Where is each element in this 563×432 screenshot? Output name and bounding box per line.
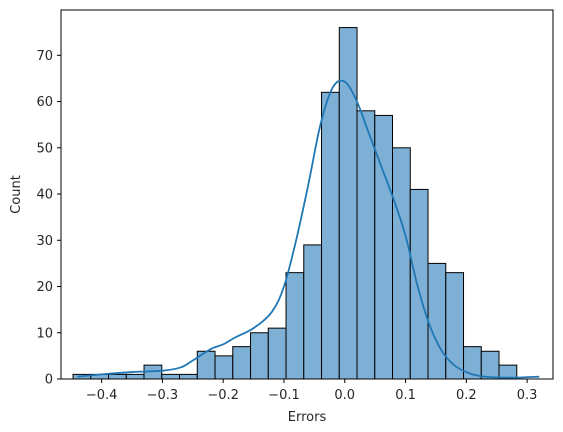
histogram-bar [356, 110, 376, 380]
x-tick-label: −0.4 [86, 388, 118, 403]
y-tick-label: 0 [45, 373, 53, 388]
y-tick-label: 60 [36, 95, 53, 110]
y-axis-ticks: 0 10 20 30 40 50 60 70 [36, 49, 61, 388]
histogram-bar [392, 147, 411, 380]
y-tick-label: 30 [36, 234, 53, 249]
y-tick-label: 20 [36, 280, 53, 295]
histogram-bar [214, 355, 234, 380]
x-axis-ticks: −0.4 −0.3 −0.2 −0.1 0.0 0.1 0.2 0.3 [86, 379, 538, 403]
x-tick-label: −0.2 [207, 388, 239, 403]
histogram-bar [321, 91, 340, 380]
x-tick-label: 0.3 [517, 388, 538, 403]
x-tick-label: −0.3 [147, 388, 179, 403]
histogram-bar [445, 272, 465, 380]
y-tick-label: 70 [36, 49, 53, 64]
y-tick-label: 10 [36, 326, 53, 341]
histogram-bar [285, 272, 305, 380]
histogram-bar [179, 373, 198, 380]
y-axis-label: Count [9, 175, 24, 214]
histogram-bar [409, 188, 429, 380]
y-tick-label: 40 [36, 188, 53, 203]
x-tick-label: −0.1 [268, 388, 300, 403]
histogram-bar [267, 327, 287, 380]
histogram-bar [480, 350, 500, 380]
x-tick-label: 0.2 [456, 388, 477, 403]
histogram-bar [161, 373, 181, 380]
histogram-bar [303, 244, 323, 380]
histogram-bar [232, 346, 252, 380]
y-tick-label: 50 [36, 141, 53, 156]
x-axis-label: Errors [288, 410, 327, 425]
x-tick-label: 0.1 [395, 388, 416, 403]
histogram-bar [427, 262, 447, 380]
axes-group: −0.4 −0.3 −0.2 −0.1 0.0 0.1 0.2 0.3 0 10 20 30 40 50… [36, 9, 554, 403]
plot-frame [60, 9, 554, 380]
histogram-bar [125, 373, 145, 380]
kde-density-line [77, 79, 540, 379]
x-tick-label: 0.0 [334, 388, 355, 403]
histogram-bar [250, 332, 269, 380]
bars-group [72, 27, 518, 380]
histogram-bar [108, 373, 127, 380]
